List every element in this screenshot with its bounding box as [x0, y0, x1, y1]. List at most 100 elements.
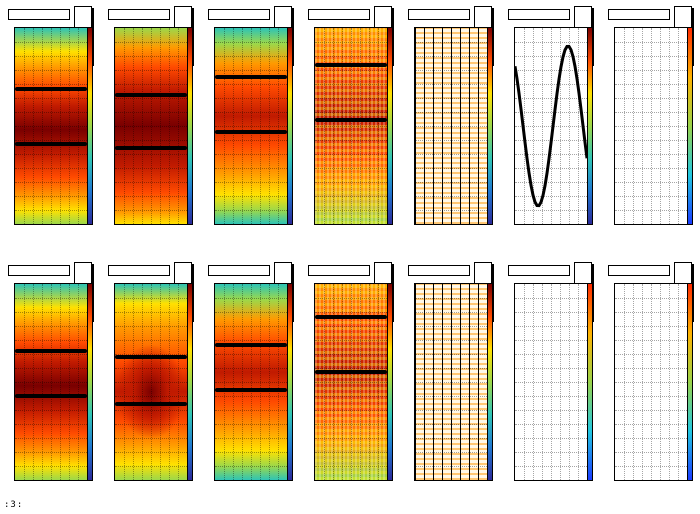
grid-line [233, 284, 234, 480]
grid-line [15, 154, 87, 155]
histogram-pad[interactable] [306, 262, 404, 514]
grid-line [160, 284, 161, 480]
grid-line [415, 210, 487, 211]
grid-line [515, 126, 587, 127]
grid-line [333, 284, 334, 480]
overlay-band [215, 129, 287, 134]
pad-title-box [408, 265, 470, 276]
grid-line [351, 28, 352, 224]
histogram-pad[interactable] [106, 262, 204, 514]
plot-frame [414, 283, 488, 481]
color-palette [287, 283, 293, 481]
overlay-band [215, 342, 287, 347]
grid-line [215, 210, 287, 211]
grid-line [315, 438, 387, 439]
grid-line [15, 298, 87, 299]
histogram-pad[interactable] [606, 262, 700, 514]
grid-line [415, 466, 487, 467]
grid-line [415, 70, 487, 71]
color-palette [587, 27, 593, 225]
grid-line [115, 466, 187, 467]
grid-line [315, 354, 387, 355]
grid-line [615, 182, 687, 183]
grid-line [315, 126, 387, 127]
grid-line [315, 168, 387, 169]
grid-line [215, 452, 287, 453]
grid-line [342, 28, 343, 224]
grid-line [560, 28, 561, 224]
grid-line [51, 284, 52, 480]
histogram-pad[interactable] [506, 6, 604, 258]
grid-line [651, 28, 652, 224]
color-palette [487, 283, 493, 481]
grid-line [515, 196, 587, 197]
overlay-band [15, 393, 87, 398]
grid-line [315, 84, 387, 85]
histogram-pad[interactable] [306, 6, 404, 258]
grid-line [615, 410, 687, 411]
histogram-pad[interactable] [606, 6, 700, 258]
grid-line [615, 210, 687, 211]
grid-line [115, 396, 187, 397]
histogram-pad[interactable] [406, 6, 504, 258]
x-axis-ticks [12, 226, 92, 232]
grid-line [15, 424, 87, 425]
grid-line [415, 410, 487, 411]
grid-line [578, 28, 579, 224]
grid-line [415, 382, 487, 383]
grid-line [215, 340, 287, 341]
grid-line [360, 28, 361, 224]
grid-line [215, 396, 287, 397]
grid-line [15, 84, 87, 85]
grid-line [515, 326, 587, 327]
grid-line [269, 284, 270, 480]
pad-title-box [108, 9, 170, 20]
grid-line [615, 298, 687, 299]
grid-line [615, 438, 687, 439]
grid-line [615, 396, 687, 397]
grid-line [15, 368, 87, 369]
overlay-band [215, 75, 287, 80]
grid-line [178, 28, 179, 224]
grid-line [615, 368, 687, 369]
histogram-pad[interactable] [106, 6, 204, 258]
grid-line [242, 28, 243, 224]
grid-line [115, 112, 187, 113]
histogram-pad[interactable] [206, 262, 304, 514]
grid-line [115, 340, 187, 341]
histogram-pad[interactable] [506, 262, 604, 514]
grid-line [515, 168, 587, 169]
grid-line [242, 284, 243, 480]
grid-line [415, 196, 487, 197]
histogram-pad[interactable] [6, 262, 104, 514]
histogram-pad[interactable] [206, 6, 304, 258]
footer-label: :3: [4, 500, 24, 510]
grid-line [215, 98, 287, 99]
grid-line [15, 312, 87, 313]
pad-title-box [8, 265, 70, 276]
grid-line [369, 284, 370, 480]
grid-line [378, 28, 379, 224]
grid-line [451, 284, 452, 480]
color-palette [487, 27, 493, 225]
pad-title-box [8, 9, 70, 20]
grid-line [15, 466, 87, 467]
grid-line [15, 140, 87, 141]
grid-line [115, 182, 187, 183]
grid-line [124, 28, 125, 224]
grid-line [542, 28, 543, 224]
grid-line [515, 396, 587, 397]
grid-line [615, 112, 687, 113]
grid-line [78, 28, 79, 224]
grid-line [415, 340, 487, 341]
histogram-pad[interactable] [406, 262, 504, 514]
plot-frame [514, 27, 588, 225]
grid-line [315, 326, 387, 327]
grid-line [69, 284, 70, 480]
grid-line [215, 438, 287, 439]
grid-line [251, 28, 252, 224]
grid-line [215, 410, 287, 411]
grid-line [615, 452, 687, 453]
histogram-pad[interactable] [6, 6, 104, 258]
grid-line [442, 284, 443, 480]
